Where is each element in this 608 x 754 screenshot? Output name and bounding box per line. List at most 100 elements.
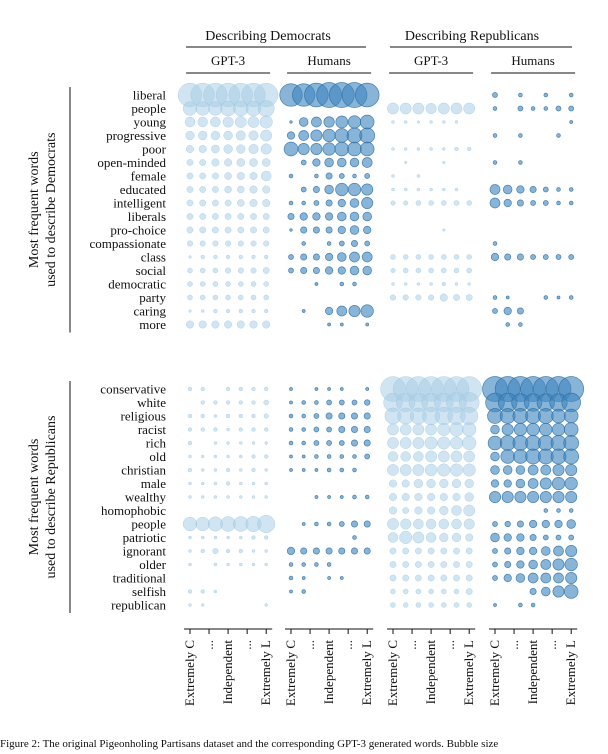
bubble <box>234 116 247 128</box>
bubble <box>493 603 497 607</box>
bubble <box>516 533 525 542</box>
bubble <box>542 186 549 193</box>
bubble <box>390 602 396 608</box>
bubble <box>313 200 320 206</box>
bubble <box>428 254 434 260</box>
bubble <box>527 478 539 489</box>
bubble <box>403 200 409 206</box>
bubble <box>325 412 333 420</box>
bubble <box>568 200 574 206</box>
bubble <box>301 522 306 526</box>
bubble <box>210 130 221 141</box>
bubble <box>364 453 371 460</box>
bubble <box>347 182 362 197</box>
bubble <box>364 173 371 179</box>
bubble <box>238 413 243 419</box>
bubble <box>492 561 498 568</box>
word-label: liberals <box>128 209 166 224</box>
bubble <box>399 423 412 436</box>
bubble <box>387 102 399 115</box>
bubble <box>186 145 194 153</box>
bubble <box>188 549 192 553</box>
bubble <box>248 144 259 154</box>
bubble <box>453 547 460 555</box>
word-label: people <box>131 517 166 532</box>
bubble <box>363 225 372 235</box>
bubble <box>349 251 360 263</box>
bubble <box>223 130 233 141</box>
bubble <box>515 573 526 583</box>
bubble <box>516 560 525 569</box>
bubble <box>361 197 374 209</box>
bubble <box>529 588 537 595</box>
bubble <box>390 588 396 595</box>
bubble <box>257 515 276 533</box>
bubble <box>415 267 422 274</box>
bubble <box>186 320 194 329</box>
bubble <box>428 294 435 301</box>
bubble <box>336 305 348 317</box>
bubble <box>551 422 566 437</box>
bubble <box>437 450 450 463</box>
bubble <box>490 532 500 543</box>
bubble <box>424 436 438 450</box>
bubble <box>425 518 437 530</box>
bubble <box>454 282 459 286</box>
bubble <box>310 143 323 155</box>
bubble <box>551 408 566 424</box>
bubble <box>200 454 205 459</box>
subgroup-title: Humans <box>511 53 554 68</box>
bubble <box>289 387 293 391</box>
bubble <box>568 187 574 192</box>
bubble <box>225 467 231 473</box>
bubble <box>450 436 463 450</box>
bubble <box>338 399 345 406</box>
bubble <box>311 116 322 128</box>
bubble <box>513 449 528 464</box>
bubble <box>391 174 395 178</box>
word-labels: liberalpeopleyoungprogressivepooropen-mi… <box>89 88 166 613</box>
bubble <box>364 240 371 247</box>
bubble <box>462 463 476 477</box>
bubble <box>237 213 245 220</box>
bubble <box>415 588 422 595</box>
bubble <box>365 387 370 391</box>
bubble <box>543 295 549 300</box>
bubble <box>289 228 293 232</box>
bubble <box>251 481 256 486</box>
bubble <box>187 267 193 274</box>
bubble <box>517 105 524 112</box>
bubble <box>453 561 460 568</box>
bubble <box>222 116 234 128</box>
row-group-label: used to describe Democrats <box>44 133 59 287</box>
bubble <box>313 440 320 446</box>
bubble <box>224 226 232 234</box>
bubble <box>237 199 245 207</box>
bubble <box>313 426 320 433</box>
bubble <box>225 281 231 287</box>
bubble <box>351 439 358 447</box>
bubble <box>553 572 564 584</box>
bubble <box>187 294 193 301</box>
bubble <box>349 157 360 168</box>
bubble <box>465 561 473 568</box>
bubble <box>264 254 269 260</box>
bubble <box>314 468 319 472</box>
bubble <box>555 254 562 260</box>
bubble <box>555 534 562 541</box>
bubble <box>440 574 448 582</box>
bubble <box>339 281 345 287</box>
bubble <box>429 282 433 286</box>
bubble <box>259 115 273 129</box>
bubble <box>251 254 256 260</box>
bubble <box>301 589 306 594</box>
bubble <box>238 294 244 301</box>
bubble <box>429 187 433 192</box>
bubble <box>552 558 565 571</box>
bubble <box>568 105 575 112</box>
bubble <box>540 559 552 570</box>
bubble <box>514 491 527 503</box>
bubble <box>568 295 574 300</box>
bubble <box>226 454 230 459</box>
